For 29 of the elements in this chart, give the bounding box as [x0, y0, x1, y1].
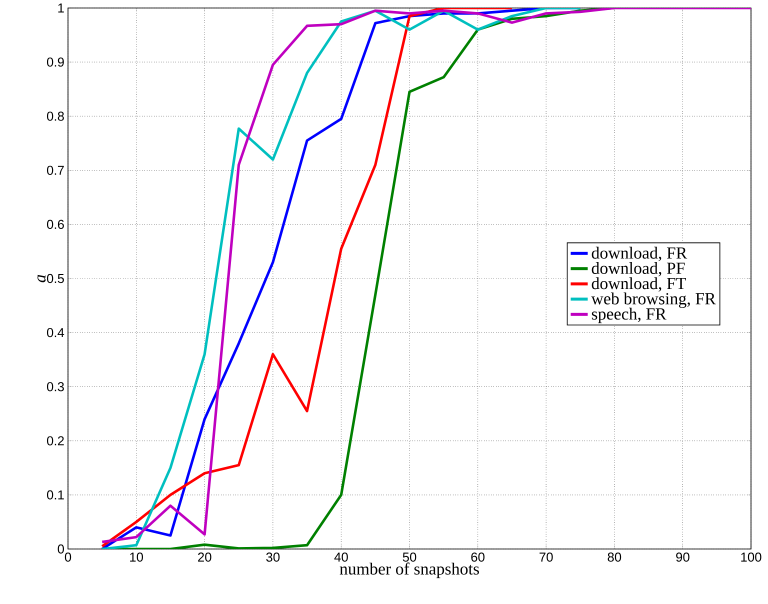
- y-tick-label: 0.5: [46, 274, 64, 284]
- y-tick-label: 0.1: [46, 490, 64, 500]
- legend-label: download, FR: [592, 246, 688, 262]
- x-tick-label: 30: [266, 552, 280, 562]
- y-axis-title: a: [37, 274, 46, 282]
- y-tick-label: 0.9: [46, 58, 64, 67]
- y-tick-label: 0.3: [46, 382, 64, 392]
- x-tick-label: 70: [540, 552, 553, 562]
- y-tick-label: 0.6: [46, 220, 64, 229]
- x-tick-label: 60: [471, 552, 485, 562]
- x-tick-label: 80: [608, 552, 622, 562]
- x-tick-label: 0: [64, 552, 72, 562]
- x-tick-label: 10: [130, 552, 144, 562]
- legend-label: download, FT: [592, 277, 686, 292]
- y-tick-label: 1: [58, 4, 64, 12]
- y-tick-label: 0: [58, 544, 64, 554]
- y-tick-label: 0.4: [46, 328, 64, 338]
- x-tick-label: 50: [402, 552, 416, 562]
- legend-label: download, PF: [592, 262, 685, 276]
- legend-label: speech, FR: [592, 308, 666, 324]
- x-tick-label: 100: [741, 552, 762, 562]
- x-tick-label: 20: [198, 552, 212, 562]
- y-tick-label: 0.7: [46, 166, 64, 175]
- y-tick-label: 0.2: [46, 436, 64, 446]
- x-axis-title: number of snapshots: [340, 562, 479, 578]
- y-tick-label: 0.8: [46, 112, 64, 121]
- x-tick-label: 40: [334, 552, 348, 562]
- legend-label: web browsing, FR: [591, 292, 716, 308]
- x-tick-label: 90: [676, 552, 690, 562]
